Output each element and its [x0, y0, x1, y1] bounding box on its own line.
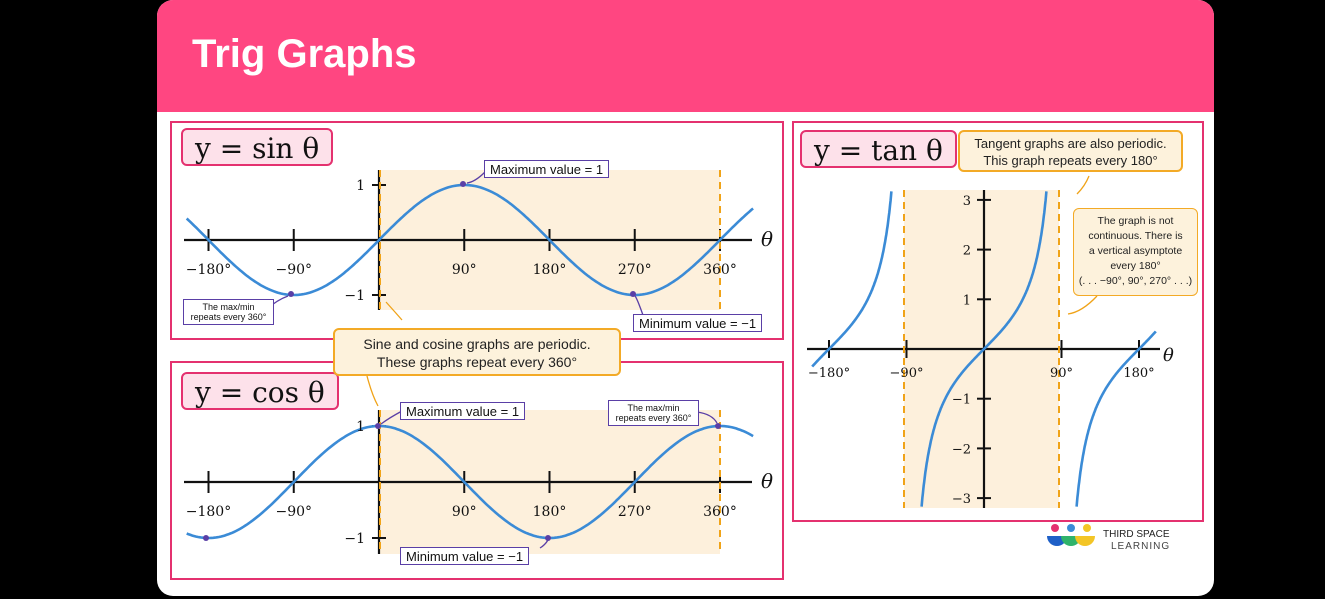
- cos-repeat-note: The max/min repeats every 360°: [608, 400, 699, 426]
- sin-min-point-left: [288, 291, 294, 297]
- sin-max-note: Maximum value = 1: [484, 160, 610, 178]
- asym-line2: continuous. There is: [1088, 230, 1183, 242]
- cos-max-point-right: [715, 423, 721, 429]
- tan-x-tick-label: 90°: [1050, 366, 1073, 381]
- cos-theta-label: θ: [761, 469, 773, 493]
- sin-min-point: [630, 291, 636, 297]
- sin-x-tick-label: −180°: [186, 262, 231, 278]
- sin-y-tick-label: −1: [344, 288, 365, 304]
- cos-min-note: Minimum value = −1: [400, 547, 530, 565]
- sin-equation-label: y = sin θ: [181, 128, 334, 166]
- graphs-canvas: −180° −90° 90° 180° 270° 360° 1 −1 θ −180° −90° 9…: [184, 170, 1174, 554]
- trig-graphs-card: Trig Graphs −180° −90° 90° 180° 270° 360° 1 −1 …: [157, 0, 1214, 596]
- cos-x-tick-label: −180°: [186, 504, 231, 520]
- cos-x-tick-label: 360°: [703, 504, 737, 520]
- sin-max-point: [460, 181, 466, 187]
- logo-line1: THIRD SPACE: [1103, 529, 1170, 540]
- cos-min-point-left: [203, 535, 209, 541]
- tan-panel: [792, 121, 1204, 522]
- asym-line1: The graph is not: [1097, 215, 1174, 227]
- sin-x-tick-label: 360°: [703, 262, 737, 278]
- tan-asymptote-callout: The graph is not continuous. There is a …: [1073, 208, 1198, 296]
- sin-curve: [185, 183, 754, 297]
- header-banner: Trig Graphs: [157, 0, 1214, 112]
- sin-repeat-note: The max/min repeats every 360°: [183, 299, 274, 325]
- logo-line2: LEARNING: [1111, 541, 1171, 552]
- asym-line5: (. . . −90°, 90°, 270° . . .): [1078, 275, 1193, 287]
- cos-x-tick-label: 90°: [452, 504, 477, 520]
- sin-y-tick-label: 1: [356, 178, 365, 194]
- tan-periodic-callout: Tangent graphs are also periodic. This g…: [958, 130, 1183, 172]
- cos-min-point: [545, 535, 551, 541]
- periodic-callout: Sine and cosine graphs are periodic. The…: [333, 328, 621, 376]
- tan-y-tick-label: 3: [963, 194, 971, 209]
- tan-y-tick-label: −2: [952, 442, 971, 457]
- cos-y-tick-label: −1: [344, 531, 365, 547]
- sin-x-tick-label: 90°: [452, 262, 477, 278]
- periodic-callout-line2: These graphs repeat every 360°: [376, 354, 578, 370]
- cos-tick-labels: −180° −90° 90° 180° 270° 360° 1 −1: [186, 419, 737, 547]
- tan-curve: [811, 191, 1157, 507]
- asym-line4: every 180°: [1110, 260, 1161, 272]
- sin-min-note: Minimum value = −1: [633, 314, 763, 332]
- tan-tick-labels: −180° −90° 90° 180° 3 2 1 −1 −2 −3: [808, 194, 1155, 507]
- tan-y-tick-label: 2: [963, 244, 971, 259]
- asym-line3: a vertical asymptote: [1088, 245, 1183, 257]
- tan-y-tick-label: −1: [952, 393, 971, 408]
- cos-x-tick-label: 270°: [618, 504, 652, 520]
- page-title: Trig Graphs: [192, 32, 417, 76]
- cos-x-tick-label: 180°: [533, 504, 567, 520]
- cos-equation-label: y = cos θ: [181, 372, 339, 410]
- tan-x-tick-label: 180°: [1123, 366, 1154, 381]
- periodic-callout-line1: Sine and cosine graphs are periodic.: [363, 336, 591, 352]
- cos-max-point: [375, 423, 381, 429]
- tan-x-tick-label: −180°: [808, 366, 850, 381]
- tan-y-tick-label: 1: [963, 293, 971, 308]
- cos-curve: [186, 424, 754, 540]
- tan-ticks: [828, 198, 1140, 500]
- tan-theta-label: θ: [1163, 345, 1174, 366]
- tan-x-tick-label: −90°: [890, 366, 924, 381]
- sin-x-tick-label: 180°: [533, 262, 567, 278]
- tan-callout-line1: Tangent graphs are also periodic.: [974, 136, 1167, 151]
- tan-callout-line2: This graph repeats every 180°: [983, 153, 1158, 168]
- sin-x-tick-label: 270°: [618, 262, 652, 278]
- tan-y-tick-label: −3: [952, 492, 971, 507]
- cos-x-tick-label: −90°: [275, 504, 312, 520]
- sin-tick-labels: −180° −90° 90° 180° 270° 360° 1 −1: [186, 178, 737, 304]
- cos-max-note: Maximum value = 1: [400, 402, 526, 420]
- sin-x-tick-label: −90°: [275, 262, 312, 278]
- tan-equation-label: y = tan θ: [800, 130, 957, 168]
- logo-text: THIRD SPACE LEARNING: [1103, 529, 1170, 553]
- callout-arrows: [266, 171, 1098, 549]
- third-space-logo-icon: [1047, 524, 1095, 546]
- sin-theta-label: θ: [761, 227, 773, 251]
- cos-y-tick-label: 1: [356, 419, 365, 435]
